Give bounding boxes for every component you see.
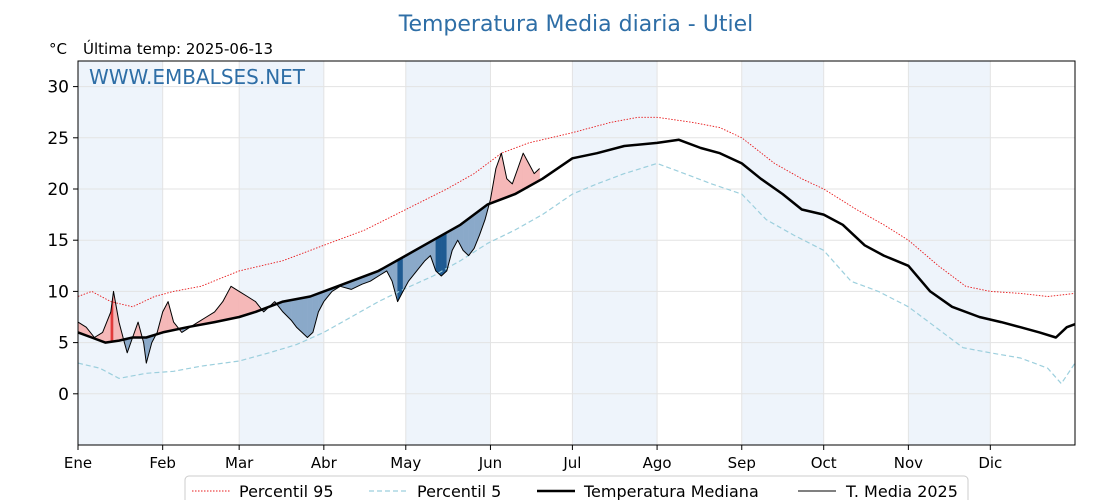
fill-below-median: [296, 297, 303, 333]
chart-title: Temperatura Media diaria - Utiel: [398, 12, 753, 37]
series-line-p5: [77, 162, 1076, 385]
y-tick-label-25: 25: [47, 129, 69, 149]
x-tick-label-ene: Ene: [64, 454, 92, 472]
y-tick-label-10: 10: [47, 282, 69, 302]
fill-below-median: [441, 232, 447, 277]
legend-label-2025: T. Media 2025: [845, 482, 958, 500]
month-band-mar: [239, 61, 324, 445]
x-tick-label-ago: Ago: [643, 454, 672, 472]
x-tick-label-sep: Sep: [728, 454, 756, 472]
x-tick-label-jul: Jul: [562, 454, 581, 472]
series-lines: [77, 116, 1076, 385]
fill-above-median: [214, 301, 224, 323]
fill-below-median: [435, 235, 442, 277]
y-axis-ticks: 0 5 10 15 20 25 30: [47, 78, 78, 405]
legend-box: [184, 475, 969, 500]
x-axis-ticks: Ene Feb Mar Abr May Jun Jul Ago Sep Oct Nov Dic: [64, 445, 1002, 472]
y-axis-unit: °C: [49, 40, 67, 58]
y-tick-label-30: 30: [47, 78, 69, 98]
y-tick-label-15: 15: [47, 231, 69, 251]
month-bands: [78, 61, 991, 445]
x-tick-label-feb: Feb: [149, 454, 176, 472]
fill-below-median: [307, 295, 314, 338]
x-tick-label-nov: Nov: [894, 454, 923, 472]
y-tick-label-0: 0: [58, 385, 69, 405]
month-band-ene: [78, 61, 163, 445]
fill-below-median: [397, 256, 404, 302]
x-tick-label-may: May: [390, 454, 421, 472]
legend-label-p5: Percentil 5: [417, 482, 501, 500]
month-band-nov: [908, 61, 991, 445]
x-tick-label-jun: Jun: [478, 454, 502, 472]
month-band-jul: [572, 61, 658, 445]
fill-below-median: [391, 259, 398, 302]
fill-below-median: [301, 296, 308, 338]
x-tick-label-mar: Mar: [225, 454, 254, 472]
series-line-2025: [77, 152, 540, 364]
legend-label-median: Temperatura Mediana: [583, 482, 759, 500]
series-line-median: [77, 138, 1076, 344]
y-tick-label-5: 5: [58, 334, 69, 354]
legend: Percentil 95 Percentil 5 Temperatura Med…: [184, 475, 969, 500]
month-band-sep: [741, 61, 824, 445]
y-tick-label-20: 20: [47, 180, 69, 200]
legend-label-p95: Percentil 95: [239, 482, 334, 500]
x-tick-label-abr: Abr: [311, 454, 338, 472]
series-line-p95: [77, 116, 1076, 308]
watermark: WWW.EMBALSES.NET: [89, 65, 306, 89]
plot-frame: [77, 60, 1076, 446]
x-tick-label-dic: Dic: [978, 454, 1002, 472]
fill-above-median: [517, 153, 524, 193]
grid-lines: [77, 61, 1075, 445]
fill-below-median: [462, 218, 469, 257]
last-temp-label: Última temp: 2025-06-13: [83, 39, 273, 58]
x-tick-label-oct: Oct: [811, 454, 837, 472]
